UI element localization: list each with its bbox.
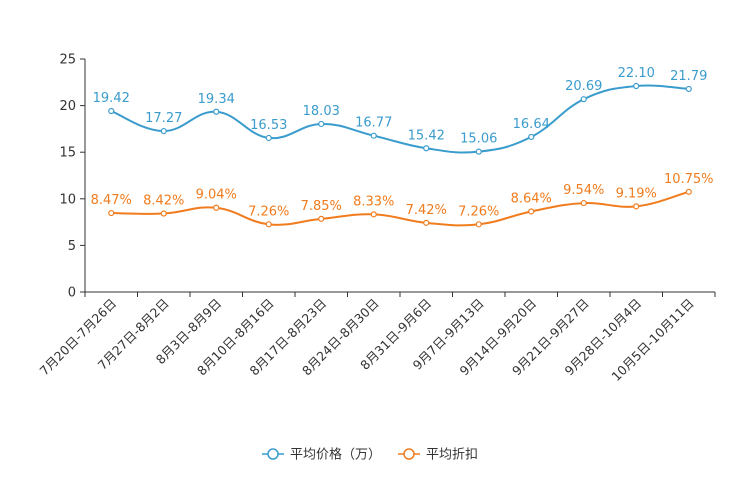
data-label: 10.75% [664, 172, 714, 187]
data-point [160, 210, 167, 217]
data-label: 19.42 [93, 91, 130, 106]
series-1: 19.42 17.27 19.34 16.53 18.03 16.77 15.42 15.06… [93, 66, 707, 155]
data-label: 18.03 [303, 104, 340, 119]
data-label: 9.19% [616, 186, 657, 201]
data-label: 7.26% [248, 204, 289, 219]
data-point [108, 209, 115, 217]
legend-item-1[interactable]: 平均价格（万） [262, 447, 381, 463]
data-point [318, 215, 325, 222]
data-point [108, 107, 115, 115]
data-point [633, 82, 640, 90]
data-label: 16.77 [355, 116, 392, 131]
data-label: 8.64% [511, 191, 552, 206]
data-label: 20.69 [565, 79, 602, 94]
data-point [580, 199, 587, 207]
data-point [370, 211, 377, 218]
y-tick-label: 5 [68, 239, 76, 254]
data-label: 9.04% [196, 188, 237, 203]
data-label: 7.26% [458, 204, 499, 219]
data-point [265, 221, 272, 228]
data-label: 7.42% [406, 203, 447, 218]
data-label: 16.53 [250, 118, 287, 133]
y-tick-label: 0 [68, 286, 76, 301]
data-label: 9.54% [563, 183, 604, 198]
data-point [213, 204, 220, 211]
y-tick-label: 25 [59, 53, 76, 68]
data-label: 15.42 [408, 128, 445, 143]
y-tick-label: 20 [59, 99, 76, 114]
series-layer: 19.42 17.27 19.34 16.53 18.03 16.77 15.42 15.06… [91, 66, 714, 228]
legend: 平均价格（万） 平均折扣 [262, 447, 478, 463]
data-label: 7.85% [301, 199, 342, 214]
data-label: 17.27 [145, 111, 182, 126]
y-tick-label: 10 [59, 192, 76, 207]
data-point [475, 221, 482, 228]
data-label: 8.33% [353, 194, 394, 209]
data-label: 8.47% [91, 193, 132, 208]
legend-marker-icon [267, 448, 279, 460]
data-point [685, 85, 692, 93]
data-label: 19.34 [198, 92, 235, 107]
series-2: 8.47% 8.42% 9.04% 7.26% 7.85% 8.33% 7.42% 7.26%… [91, 172, 714, 228]
legend-marker-icon [403, 448, 415, 460]
data-point [475, 148, 482, 155]
data-point [160, 127, 167, 135]
data-point [265, 134, 272, 142]
data-point [423, 145, 430, 152]
series-line [111, 190, 690, 227]
data-point [528, 208, 535, 215]
data-label: 22.10 [618, 66, 655, 81]
legend-label: 平均价格（万） [290, 447, 381, 463]
y-tick-label: 15 [59, 146, 76, 161]
data-label: 15.06 [460, 132, 497, 147]
data-label: 16.64 [513, 117, 550, 132]
data-point [423, 219, 430, 226]
data-point [685, 188, 692, 195]
legend-item-2[interactable]: 平均折扣 [398, 448, 478, 463]
data-point [528, 133, 535, 141]
legend-label: 平均折扣 [426, 448, 478, 463]
data-label: 21.79 [670, 69, 707, 84]
data-point [318, 120, 325, 128]
data-point [370, 132, 377, 139]
data-label: 8.42% [143, 194, 184, 209]
data-point [213, 108, 220, 115]
axes: 05101520257月20日-7月26日7月27日-8月2日8月3日-8月9日… [36, 53, 716, 384]
data-point [580, 96, 587, 103]
data-point [633, 203, 640, 210]
